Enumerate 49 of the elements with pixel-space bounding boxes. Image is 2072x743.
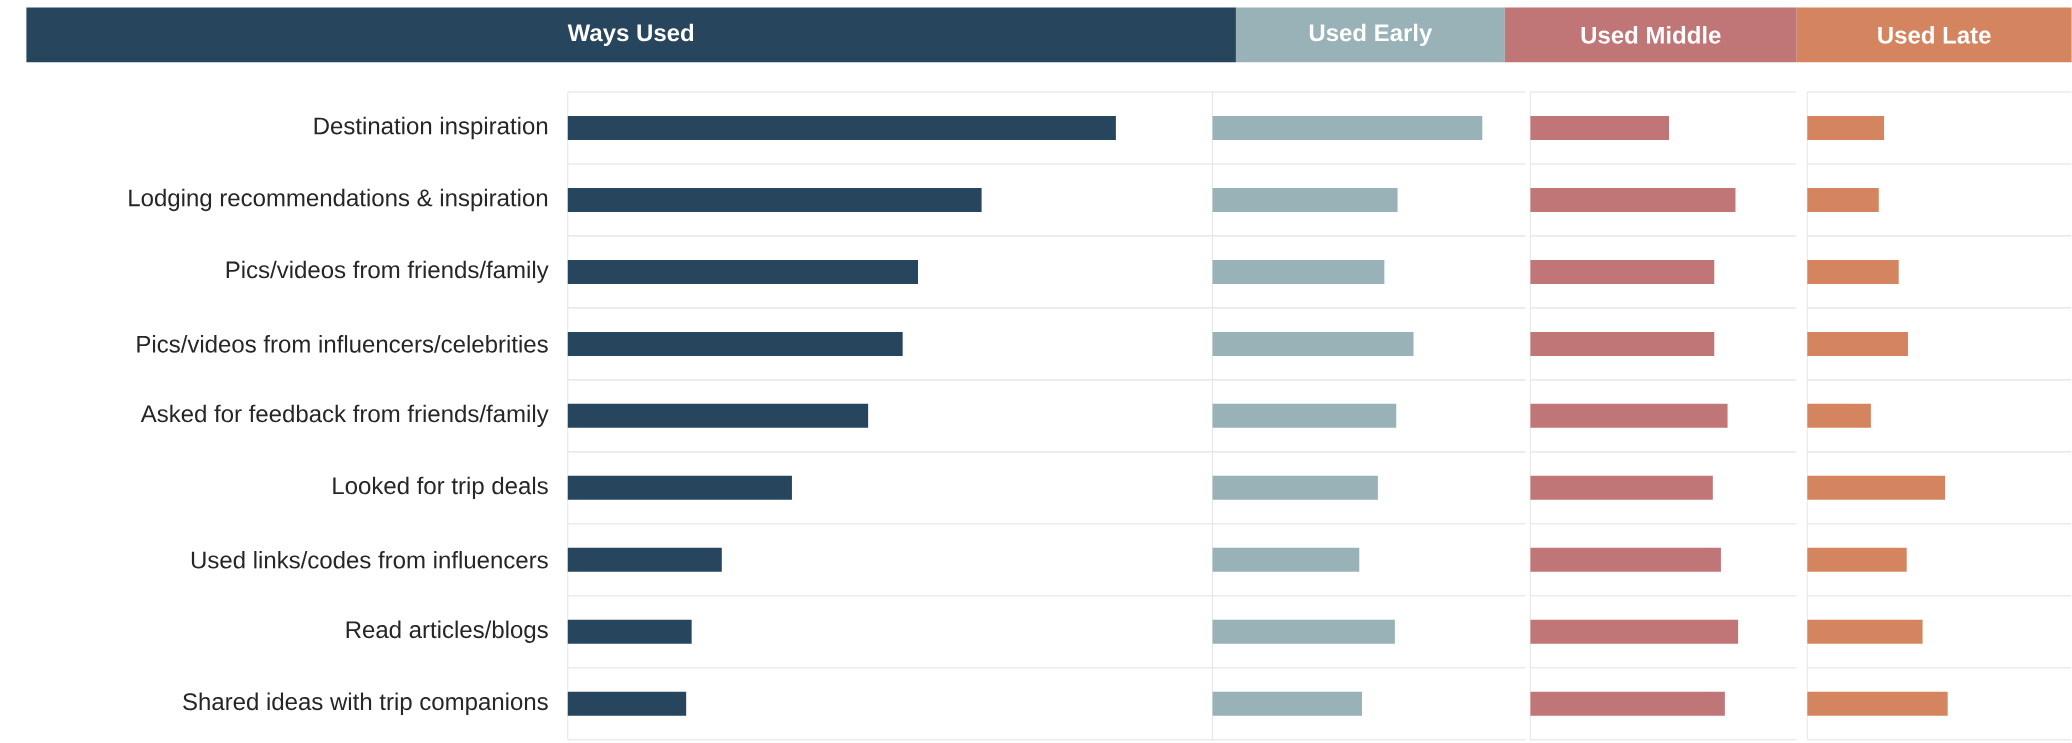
bar (1807, 116, 1885, 141)
bar (567, 691, 687, 716)
bar (1212, 475, 1378, 500)
bar (1530, 547, 1721, 572)
bar (567, 332, 903, 357)
y-tick-label: Shared ideas with trip companions (183, 692, 548, 716)
bar (1212, 403, 1397, 428)
bar (1530, 619, 1739, 644)
y-tick-label: Pics/videos from influencers/celebrities (137, 335, 548, 353)
bar (567, 403, 869, 428)
bar (1530, 116, 1669, 141)
bar (1530, 332, 1715, 357)
bar (1807, 260, 1899, 285)
bar (1212, 188, 1398, 213)
y-tick-label: Destination inspiration (314, 116, 548, 140)
bar (567, 188, 982, 213)
bar (1807, 547, 1907, 572)
bar (1807, 619, 1923, 644)
bar (1212, 691, 1362, 716)
y-tick-label: Lodging recommendations & inspiration (129, 188, 548, 212)
y-tick-label: Asked for feedback from friends/family (140, 404, 549, 428)
bar (567, 619, 692, 644)
chart-title: Used Middle (1581, 26, 1721, 44)
bar (1212, 547, 1360, 572)
bar (567, 547, 722, 572)
bar (567, 260, 919, 285)
bar (1807, 691, 1948, 716)
bar (1212, 332, 1414, 357)
y-tick-label: Used links/codes from influencers (191, 551, 548, 569)
bar (1212, 619, 1395, 644)
y-tick-label: Read articles/blogs (346, 620, 548, 644)
bar (1807, 188, 1879, 213)
bar (567, 475, 792, 500)
bar (1807, 475, 1946, 500)
chart-title: Used Late (1878, 26, 1991, 44)
bar (1212, 260, 1385, 285)
y-tick-label: Looked for trip deals (333, 476, 548, 500)
bar (1212, 116, 1483, 141)
y-tick-label: Pics/videos from friends/family (226, 260, 549, 284)
bar (1530, 403, 1728, 428)
chart-title: Used Early (1309, 23, 1433, 47)
bar (1807, 403, 1871, 428)
bar (1530, 260, 1715, 285)
bar (1530, 691, 1725, 716)
bar (1530, 188, 1736, 213)
bar (567, 116, 1116, 141)
chart-title: Ways Used (567, 23, 694, 47)
bar (1807, 332, 1908, 357)
bar (1530, 475, 1713, 500)
